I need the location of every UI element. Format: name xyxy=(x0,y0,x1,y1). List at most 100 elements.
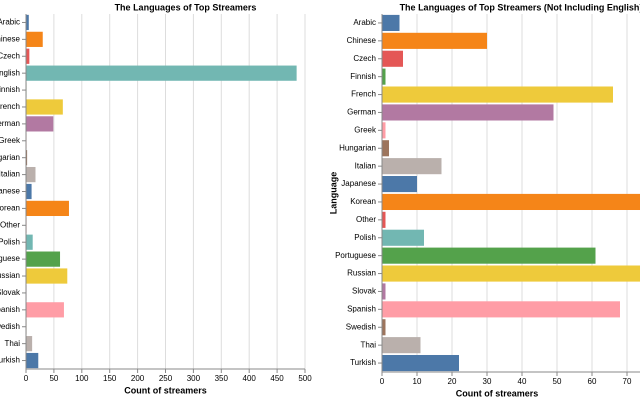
y-tick-label: Slovak xyxy=(0,288,21,297)
y-tick-label: Polish xyxy=(0,237,20,246)
bar xyxy=(382,86,613,103)
bar xyxy=(382,354,459,372)
x-axis-title: Count of streamers xyxy=(124,385,207,395)
y-tick-label: Arabic xyxy=(353,18,376,27)
y-tick-label: Finnish xyxy=(350,72,376,81)
bar xyxy=(26,352,39,369)
bar xyxy=(382,140,389,157)
y-tick-label: Thai xyxy=(360,340,376,349)
bar xyxy=(26,268,68,284)
y-tick-label: Japanese xyxy=(341,179,376,188)
x-tick-label: 200 xyxy=(131,374,145,383)
bar xyxy=(26,31,43,47)
x-tick-label: 400 xyxy=(243,374,257,383)
y-tick-label: Spanish xyxy=(0,305,20,314)
x-tick-label: 0 xyxy=(24,374,29,383)
x-tick-label: 500 xyxy=(298,374,312,383)
y-tick-label: Greek xyxy=(354,125,377,134)
x-tick-label: 250 xyxy=(159,374,173,383)
bar xyxy=(26,14,29,31)
y-tick-label: Chinese xyxy=(0,34,21,43)
y-tick-label: Hungarian xyxy=(0,153,20,162)
y-tick-label: Slovak xyxy=(352,287,377,296)
x-axis-title: Count of streamers xyxy=(456,388,539,398)
bar xyxy=(26,302,64,318)
bar xyxy=(382,32,487,49)
bar xyxy=(26,65,297,81)
y-tick-label: Spanish xyxy=(347,304,376,313)
x-tick-label: 50 xyxy=(553,377,562,386)
x-tick-label: 350 xyxy=(215,374,229,383)
y-tick-label: Korean xyxy=(350,197,376,206)
bar xyxy=(26,234,33,250)
x-tick-label: 150 xyxy=(103,374,117,383)
bar xyxy=(382,283,386,300)
y-tick-label: Czech xyxy=(0,51,20,60)
bar xyxy=(382,319,386,336)
y-tick-label: Japanese xyxy=(0,187,21,196)
y-tick-label: Arabic xyxy=(0,18,20,27)
bar xyxy=(382,50,403,67)
bar xyxy=(382,265,640,282)
y-tick-label: Turkish xyxy=(350,358,376,367)
bar xyxy=(26,336,33,352)
y-tick-label: Other xyxy=(356,215,376,224)
x-tick-label: 20 xyxy=(448,377,457,386)
bar xyxy=(26,183,32,200)
bar xyxy=(382,301,620,318)
y-tick-label: English xyxy=(0,68,20,77)
bar xyxy=(26,150,28,166)
y-tick-label: Finnish xyxy=(0,85,20,94)
y-tick-label: Portuguese xyxy=(335,251,376,260)
bar xyxy=(382,104,554,121)
bar xyxy=(382,337,421,354)
y-tick-label: Portuguese xyxy=(0,254,21,263)
y-tick-label: Swedish xyxy=(0,322,20,331)
bar xyxy=(26,116,54,132)
y-tick-label: French xyxy=(351,90,376,99)
x-tick-label: 30 xyxy=(483,377,492,386)
bar xyxy=(382,247,596,264)
y-tick-label: Polish xyxy=(354,233,376,242)
y-tick-label: Chinese xyxy=(347,36,377,45)
chart-title: The Languages of Top Streamers xyxy=(115,2,257,12)
y-tick-label: French xyxy=(0,102,20,111)
y-tick-label: Korean xyxy=(0,204,20,213)
bar xyxy=(26,48,30,64)
y-tick-label: Turkish xyxy=(0,356,20,365)
y-axis-title: Language xyxy=(328,172,338,215)
y-tick-label: Swedish xyxy=(346,322,376,331)
x-tick-label: 50 xyxy=(49,374,58,383)
x-tick-label: 60 xyxy=(588,377,597,386)
y-tick-label: Italian xyxy=(0,170,20,179)
x-tick-label: 70 xyxy=(623,377,632,386)
y-tick-label: German xyxy=(0,119,20,128)
bar xyxy=(26,166,36,183)
y-tick-label: Greek xyxy=(0,136,21,145)
bar xyxy=(382,68,386,85)
y-tick-label: German xyxy=(347,108,376,117)
bar xyxy=(382,229,424,246)
x-tick-label: 100 xyxy=(75,374,89,383)
bar xyxy=(382,122,386,139)
y-tick-label: Hungarian xyxy=(339,143,376,152)
bar xyxy=(382,211,386,228)
y-tick-label: Russian xyxy=(347,269,376,278)
x-tick-label: 40 xyxy=(518,377,527,386)
y-tick-label: Czech xyxy=(353,54,376,63)
y-tick-label: Thai xyxy=(4,339,20,348)
bar xyxy=(26,200,69,217)
y-tick-label: Russian xyxy=(0,271,20,280)
x-tick-label: 0 xyxy=(380,377,385,386)
bar xyxy=(382,193,640,211)
bar xyxy=(382,175,417,193)
y-tick-label: Other xyxy=(0,220,20,229)
bar xyxy=(382,158,442,175)
x-tick-label: 450 xyxy=(270,374,284,383)
y-tick-label: Italian xyxy=(355,161,376,170)
chart-title: The Languages of Top Streamers (Not Incl… xyxy=(400,2,640,12)
bar xyxy=(26,251,61,267)
bar xyxy=(26,99,63,115)
x-tick-label: 300 xyxy=(187,374,201,383)
